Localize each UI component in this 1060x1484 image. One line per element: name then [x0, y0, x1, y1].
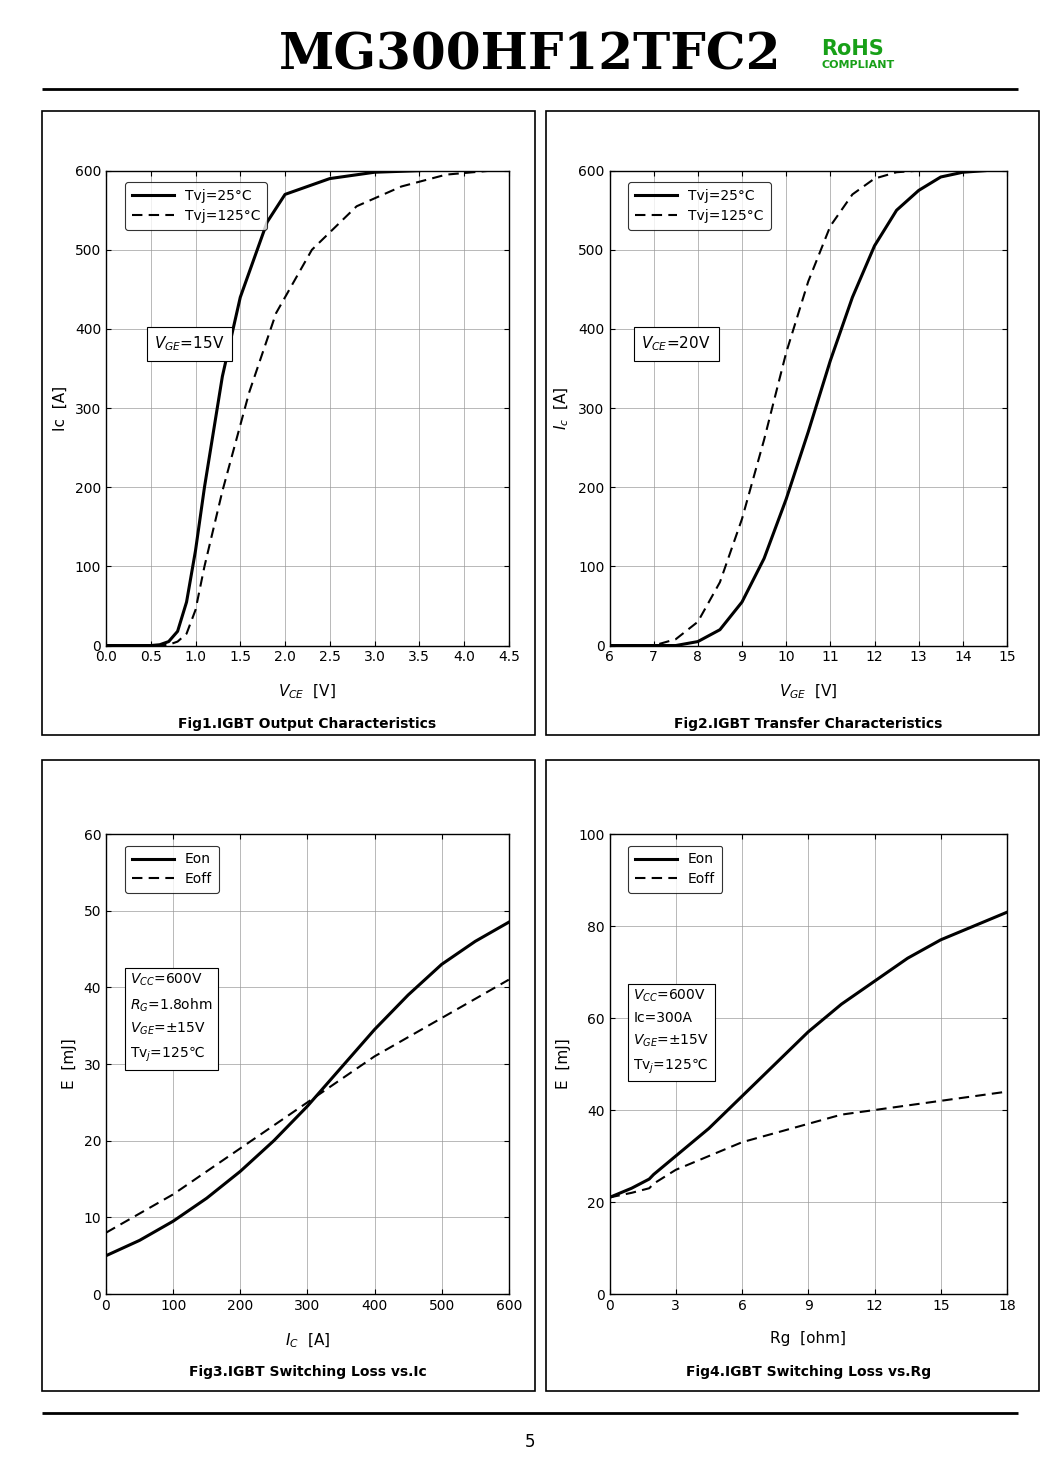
Text: $I_C$  [A]: $I_C$ [A] — [285, 1331, 330, 1349]
Text: $V_{CE}$  [V]: $V_{CE}$ [V] — [279, 683, 336, 700]
Text: $V_{CC}$=600V
Ic=300A
$V_{GE}$=±15V
Tv$_j$=125℃: $V_{CC}$=600V Ic=300A $V_{GE}$=±15V Tv$_… — [634, 988, 709, 1076]
Text: Fig3.IGBT Switching Loss vs.Ic: Fig3.IGBT Switching Loss vs.Ic — [189, 1365, 426, 1379]
Y-axis label: Ic  [A]: Ic [A] — [53, 386, 68, 430]
Y-axis label: E  [mJ]: E [mJ] — [61, 1039, 76, 1089]
Legend: Tvj=25°C, Tvj=125°C: Tvj=25°C, Tvj=125°C — [629, 183, 771, 230]
Text: Fig1.IGBT Output Characteristics: Fig1.IGBT Output Characteristics — [178, 717, 437, 730]
Y-axis label: E  [mJ]: E [mJ] — [556, 1039, 571, 1089]
Text: $V_{CC}$=600V
$R_G$=1.8ohm
$V_{GE}$=±15V
Tv$_j$=125℃: $V_{CC}$=600V $R_G$=1.8ohm $V_{GE}$=±15V… — [130, 972, 213, 1064]
Legend: Eon, Eoff: Eon, Eoff — [125, 846, 219, 893]
Text: $V_{GE}$  [V]: $V_{GE}$ [V] — [779, 683, 837, 700]
Y-axis label: $I_c$  [A]: $I_c$ [A] — [553, 386, 571, 430]
Text: $V_{CE}$=20V: $V_{CE}$=20V — [641, 334, 711, 353]
Text: RoHS: RoHS — [822, 39, 884, 59]
Text: MG300HF12TFC2: MG300HF12TFC2 — [279, 31, 781, 82]
Legend: Eon, Eoff: Eon, Eoff — [629, 846, 722, 893]
Text: COMPLIANT: COMPLIANT — [822, 61, 895, 70]
Text: Rg  [ohm]: Rg [ohm] — [771, 1331, 846, 1346]
Text: Fig4.IGBT Switching Loss vs.Rg: Fig4.IGBT Switching Loss vs.Rg — [686, 1365, 931, 1379]
Text: $V_{GE}$=15V: $V_{GE}$=15V — [155, 334, 225, 353]
Text: 5: 5 — [525, 1434, 535, 1451]
Legend: Tvj=25°C, Tvj=125°C: Tvj=25°C, Tvj=125°C — [125, 183, 267, 230]
Text: Fig2.IGBT Transfer Characteristics: Fig2.IGBT Transfer Characteristics — [674, 717, 942, 730]
